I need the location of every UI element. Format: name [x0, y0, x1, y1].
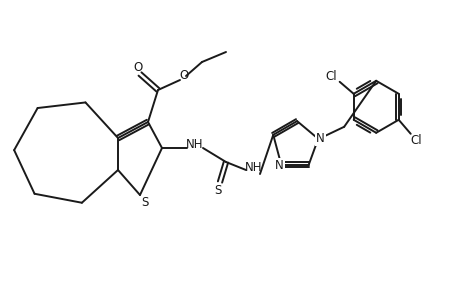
Text: N: N — [315, 132, 324, 145]
Text: N: N — [274, 159, 283, 172]
Text: Cl: Cl — [409, 134, 420, 147]
Text: S: S — [214, 184, 221, 196]
Text: NH: NH — [245, 160, 262, 173]
Text: NH: NH — [186, 137, 203, 151]
Text: O: O — [179, 68, 188, 82]
Text: S: S — [141, 196, 148, 208]
Text: Cl: Cl — [325, 70, 337, 83]
Text: O: O — [133, 61, 142, 74]
